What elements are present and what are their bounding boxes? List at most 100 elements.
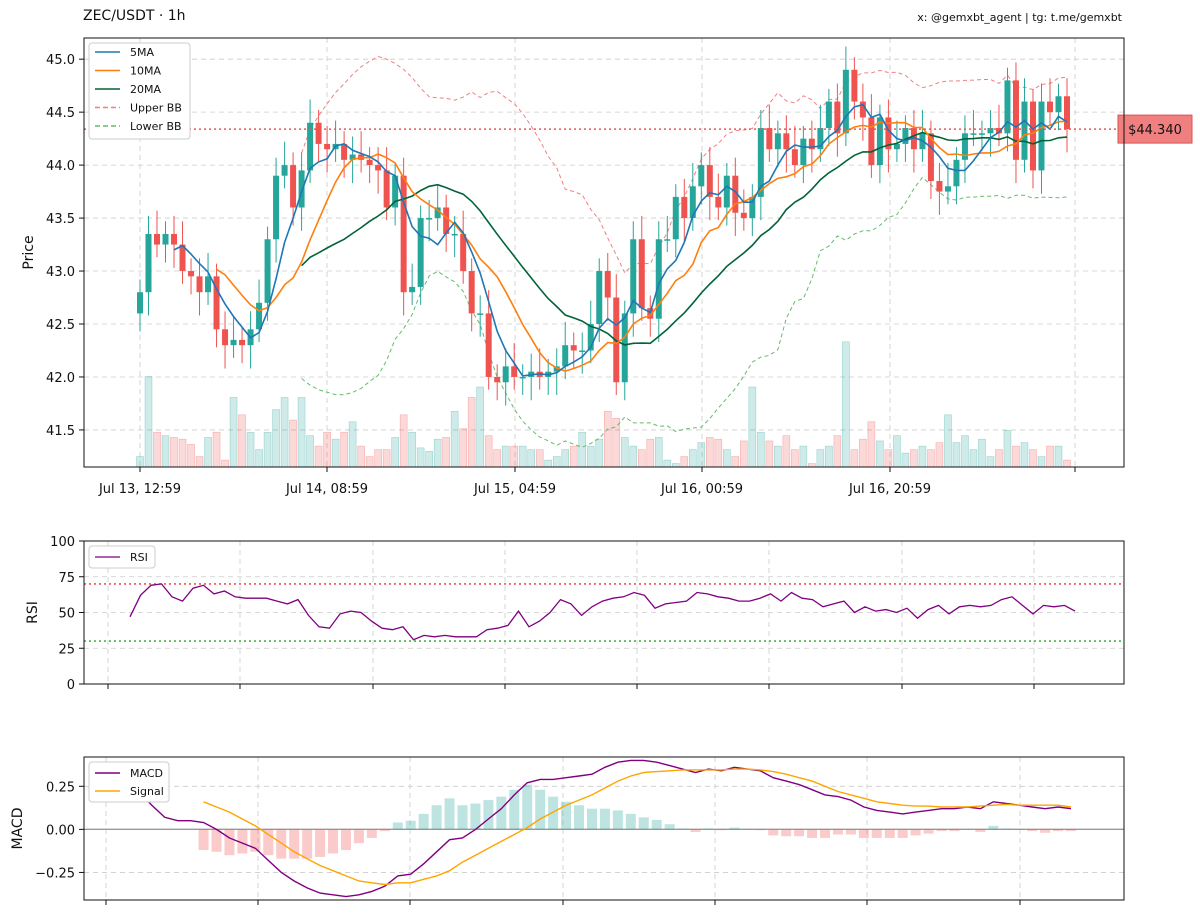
macd-histogram-bar <box>742 829 753 830</box>
candle-body <box>273 175 280 240</box>
volume-bar <box>714 438 723 468</box>
candle-body <box>630 239 637 314</box>
volume-bar <box>986 456 995 468</box>
volume-bar <box>995 449 1003 468</box>
candle-body <box>621 313 628 383</box>
macd-histogram-bar <box>444 798 455 830</box>
candle-body <box>290 165 297 208</box>
macd-histogram-bar <box>302 829 313 859</box>
candle-body <box>315 122 322 144</box>
volume-bar <box>365 456 374 468</box>
candle-body <box>230 339 237 346</box>
price-legend-label: 5MA <box>130 46 154 59</box>
candle-body <box>434 207 441 219</box>
volume-bar <box>816 449 825 468</box>
volume-bar <box>484 435 493 468</box>
volume-bar <box>603 411 612 468</box>
candle-body <box>859 101 866 118</box>
volume-bar <box>229 397 238 468</box>
macd-histogram-bar <box>897 829 908 838</box>
volume-bars <box>136 341 1071 468</box>
candle-body <box>239 339 246 346</box>
volume-bar <box>688 449 697 468</box>
price-frame <box>83 37 1125 468</box>
credit-text: x: @gemxbt_agent | tg: t.me/gemxbt <box>917 11 1122 24</box>
candle-body <box>808 138 815 150</box>
macd-histogram-bar <box>328 829 339 854</box>
volume-bar <box>408 431 416 468</box>
volume-bar <box>629 445 638 468</box>
volume-bar <box>399 414 408 468</box>
candle-body <box>579 350 586 352</box>
macd-histogram-bar <box>535 789 546 830</box>
volume-bar <box>323 431 331 468</box>
candle-body <box>519 376 526 379</box>
price-xtick-label: Jul 16, 20:59 <box>848 482 931 497</box>
candle-body <box>834 101 841 134</box>
candle-body <box>477 313 484 315</box>
candle-body <box>570 345 577 351</box>
volume-bar <box>272 409 280 468</box>
chart-title: ZEC/USDT · 1h <box>83 8 186 24</box>
volume-bar <box>774 445 782 468</box>
candle-body <box>162 233 169 245</box>
volume-bar <box>748 386 757 468</box>
candle-body <box>944 186 951 192</box>
candle-body <box>451 233 458 236</box>
volume-bar <box>782 435 791 468</box>
volume-bar <box>450 411 459 468</box>
candle-body <box>1021 101 1028 160</box>
volume-bar <box>255 449 263 468</box>
volume-bar <box>1029 449 1037 468</box>
macd-histogram-bar <box>315 829 326 857</box>
macd-histogram-bar <box>949 829 960 832</box>
candle-body <box>1046 101 1053 113</box>
volume-bar <box>723 449 731 468</box>
volume-bar <box>425 451 433 468</box>
macd-histogram-bar <box>211 829 222 852</box>
rsi-legend-label: RSI <box>130 551 148 564</box>
price-xtick-label: Jul 16, 00:59 <box>660 482 743 497</box>
volume-bar <box>136 456 144 468</box>
candle-body <box>179 244 186 272</box>
candle-body <box>341 143 348 160</box>
macd-legend-label: MACD <box>130 767 163 780</box>
candle-body <box>723 175 730 208</box>
price-ytick-label: 43.5 <box>46 212 75 227</box>
volume-bar <box>374 449 382 468</box>
volume-bar <box>518 445 527 468</box>
volume-bar <box>799 445 808 468</box>
volume-bar <box>978 438 986 468</box>
candle-body <box>596 271 603 324</box>
macd-histogram-bar <box>392 822 403 830</box>
volume-bar <box>552 456 561 468</box>
volume-bar <box>808 463 816 468</box>
macd-histogram-bar <box>781 829 792 837</box>
candle-body <box>961 133 968 160</box>
volume-bar <box>893 435 901 468</box>
volume-bar <box>612 418 621 468</box>
macd-histogram-bar <box>276 829 287 859</box>
macd-ytick-label: −0.25 <box>35 866 75 881</box>
candle-body <box>587 324 594 351</box>
candles <box>137 46 1070 406</box>
volume-bar <box>1020 442 1029 468</box>
candle-body <box>970 133 977 135</box>
macd-histogram-bar <box>198 829 209 851</box>
candle-body <box>1064 96 1070 130</box>
lower-bb-line <box>301 176 1068 448</box>
volume-bar <box>493 449 501 468</box>
macd-histogram-bar <box>431 805 442 830</box>
macd-ytick-label: 0.25 <box>46 780 75 795</box>
upper-bb-line <box>301 55 1068 274</box>
candle-body <box>910 128 917 150</box>
volume-bar <box>833 435 842 468</box>
candle-body <box>732 175 739 213</box>
volume-bar <box>969 449 978 468</box>
volume-bar <box>144 376 153 468</box>
candle-body <box>511 366 518 377</box>
volume-bar <box>297 397 306 468</box>
macd-histogram-bar <box>1027 829 1038 832</box>
macd-ylabel: MACD <box>10 808 26 850</box>
macd-histogram-bar <box>975 829 986 832</box>
